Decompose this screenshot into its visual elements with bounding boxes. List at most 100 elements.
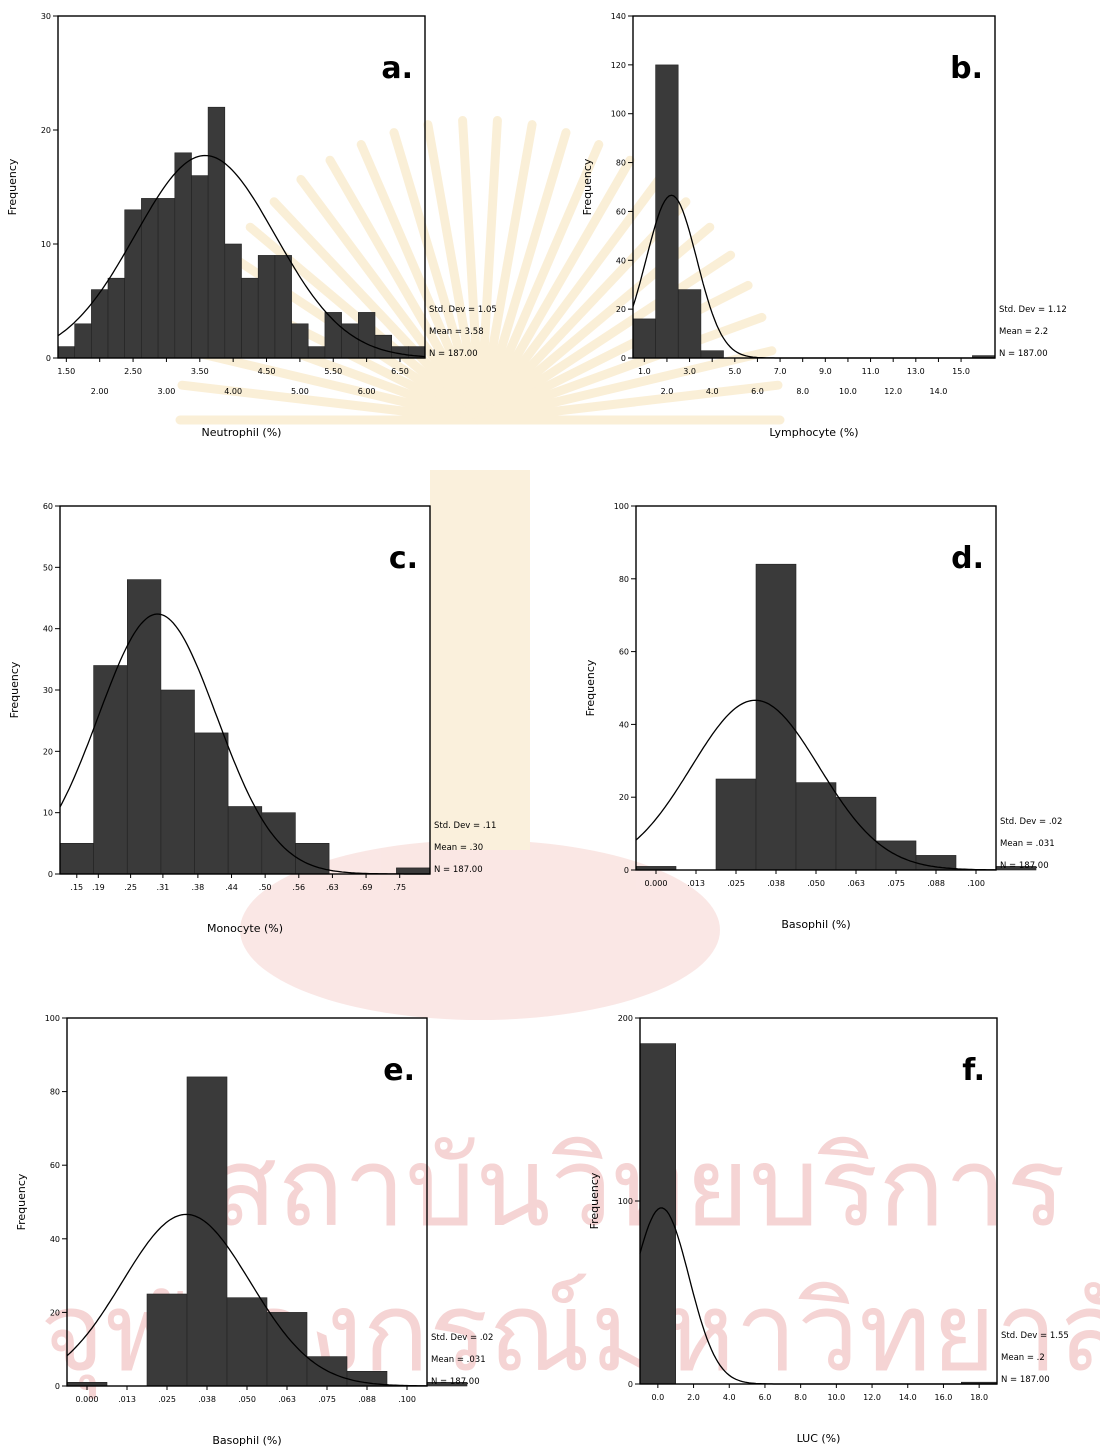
histogram-bar (291, 323, 309, 359)
x-tick-label: 4.0 (706, 387, 719, 396)
stat-std-dev: Std. Dev = .02 (431, 1333, 493, 1343)
stat-n: N = 187.00 (434, 865, 483, 875)
panel-label: a. (381, 51, 413, 86)
x-tick-label: 2.50 (124, 367, 142, 376)
x-tick-label: .75 (393, 883, 406, 892)
x-axis-label: Monocyte (%) (207, 922, 283, 935)
x-tick-label: .15 (70, 883, 83, 892)
stat-std-dev: Std. Dev = 1.55 (1001, 1331, 1069, 1341)
y-tick-label: 60 (43, 502, 53, 511)
histogram-bar (655, 64, 679, 359)
histogram-bar (715, 778, 757, 871)
y-tick-label: 80 (619, 575, 629, 584)
y-axis-label: Frequency (8, 661, 21, 718)
y-tick-label: 40 (43, 625, 53, 634)
histogram-bar (157, 198, 176, 359)
stat-std-dev: Std. Dev = .02 (1000, 817, 1062, 827)
y-tick-label: 100 (45, 1014, 60, 1023)
x-tick-label: 3.0 (683, 367, 696, 376)
y-tick-label: 20 (43, 747, 53, 756)
x-tick-label: 3.50 (191, 367, 209, 376)
histogram-bar (160, 689, 195, 875)
x-tick-label: .100 (967, 879, 985, 888)
y-tick-label: 0 (55, 1382, 60, 1391)
x-axis-label: Basophil (%) (781, 918, 850, 931)
stat-n: N = 187.00 (429, 349, 478, 359)
y-tick-label: 100 (614, 502, 629, 511)
x-tick-label: 12.0 (884, 387, 902, 396)
y-tick-label: 40 (50, 1235, 60, 1244)
histogram-bar (191, 175, 209, 359)
x-tick-label: 2.0 (661, 387, 674, 396)
x-tick-label: 2.00 (91, 387, 109, 396)
stat-mean: Mean = .2 (1001, 1353, 1045, 1363)
y-tick-label: 0 (624, 866, 629, 875)
panel-label: e. (383, 1053, 415, 1088)
y-tick-label: 20 (50, 1308, 60, 1317)
stat-mean: Mean = .031 (1000, 839, 1055, 849)
x-tick-label: .038 (767, 879, 785, 888)
panel-b: 0 20 40 60 80 100 120 140 1.0 3.0 5.0 7.0 9.0 11.0 13.… (581, 12, 1067, 439)
stat-std-dev: Std. Dev = 1.05 (429, 305, 497, 315)
y-tick-label: 60 (50, 1161, 60, 1170)
histogram-bar (677, 289, 702, 359)
histogram-bar (261, 812, 296, 875)
histogram-bar (266, 1312, 308, 1387)
histogram-bar (257, 255, 276, 359)
histogram-bar (226, 1297, 268, 1387)
y-tick-label: 10 (41, 240, 51, 249)
stat-n: N = 187.00 (1000, 861, 1049, 871)
y-tick-label: 30 (43, 686, 53, 695)
x-tick-label: 13.0 (907, 367, 925, 376)
histogram-bar (307, 346, 326, 359)
x-tick-label: .063 (847, 879, 865, 888)
x-tick-label: .100 (398, 1395, 416, 1404)
panel-label: d. (951, 541, 984, 576)
x-tick-label: 5.00 (291, 387, 309, 396)
x-tick-label: 16.0 (935, 1393, 953, 1402)
histogram-bar (59, 842, 94, 875)
x-tick-label: 6.00 (358, 387, 376, 396)
x-axis-label: Basophil (%) (212, 1434, 281, 1447)
histogram-bar (74, 323, 92, 359)
y-axis-label: Frequency (584, 659, 597, 716)
y-tick-label: 80 (616, 159, 626, 168)
normal-curve (639, 1207, 997, 1385)
x-tick-label: 5.50 (324, 367, 342, 376)
panel-label: c. (389, 541, 418, 576)
panel-c: 0 10 20 30 40 50 60 .15 .19 .25 .31 .38 .44 .50 .56 .63… (8, 502, 496, 935)
histogram-bar (700, 350, 724, 359)
histogram-bar (127, 579, 162, 875)
histogram-bar (755, 563, 797, 871)
histogram-bar (146, 1293, 188, 1387)
histogram-bar (224, 243, 242, 359)
x-tick-label: 7.0 (774, 367, 787, 376)
x-tick-label: 15.0 (952, 367, 970, 376)
x-tick-label: .075 (887, 879, 905, 888)
y-tick-label: 0 (628, 1380, 633, 1389)
y-tick-label: 40 (616, 256, 626, 265)
plot-frame (632, 15, 996, 359)
y-tick-label: 30 (41, 12, 51, 21)
x-tick-label: .050 (807, 879, 825, 888)
x-tick-label: 0.0 (651, 1393, 664, 1402)
y-tick-label: 120 (611, 61, 626, 70)
stat-std-dev: Std. Dev = .11 (434, 821, 496, 831)
normal-curve (635, 699, 997, 871)
histogram-bar (357, 312, 376, 359)
y-tick-label: 20 (616, 305, 626, 314)
panel-label: f. (962, 1053, 985, 1088)
histogram-bar (57, 346, 76, 359)
histogram-bar (374, 334, 393, 359)
stat-std-dev: Std. Dev = 1.12 (999, 305, 1067, 315)
histogram-bar (207, 106, 226, 359)
x-tick-label: 8.0 (794, 1393, 807, 1402)
x-tick-label: 9.0 (819, 367, 832, 376)
x-tick-label: 3.00 (158, 387, 176, 396)
x-tick-label: 4.0 (723, 1393, 736, 1402)
plot-frame (639, 1017, 998, 1385)
y-tick-label: 100 (618, 1197, 633, 1206)
y-axis-label: Frequency (6, 158, 19, 215)
x-tick-label: .063 (278, 1395, 296, 1404)
